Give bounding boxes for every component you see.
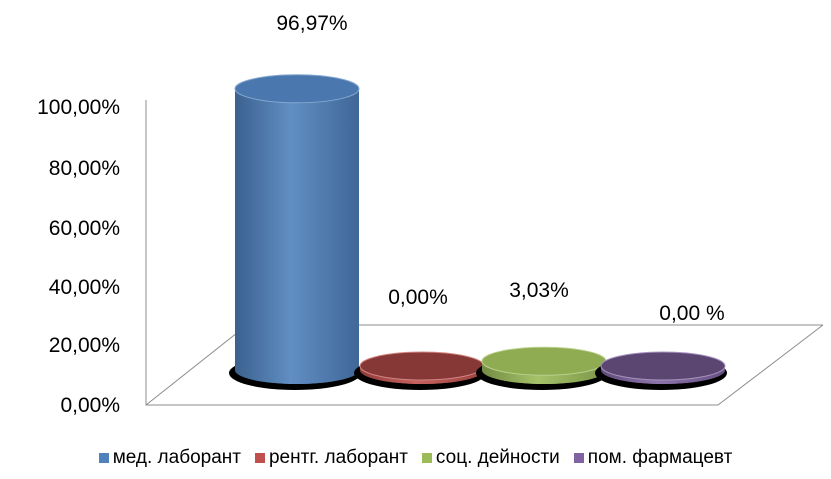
y-tick-label: 80,00% [49,157,120,180]
legend: мед. лаборант рентг. лаборант соц. дейност… [0,445,831,471]
data-label: 3,03% [509,279,569,302]
bar-top [234,74,360,104]
data-labels-group: 96,97% 0,00% 3,03% 0,00 % [276,12,724,325]
data-label: 0,00% [388,286,448,309]
legend-label: пом. фармацевт [587,447,733,468]
y-tick-label: 40,00% [49,276,120,299]
legend-label: мед. лаборант [112,447,241,468]
bars-group [229,74,727,390]
legend-item: соц. дейности [421,447,560,469]
y-tick-label: 100,00% [37,96,120,119]
bar-top [600,351,726,381]
plot-wall-outline [145,100,824,406]
bar-2 [354,351,486,390]
y-axis-group: 0,00% 20,00% 40,00% 60,00% 80,00% 100,00% [37,96,120,417]
y-tick-label: 0,00% [60,394,120,417]
legend-swatch [573,453,584,463]
legend-swatch [421,453,432,463]
legend-swatch [254,453,265,463]
legend-item: пом. фармацевт [573,447,733,469]
bar-body [235,88,359,384]
legend-swatch [98,453,109,463]
y-tick-label: 20,00% [49,334,120,357]
bar-top [481,346,607,376]
legend-label: рентг. лаборант [268,447,408,468]
bar-1 [229,74,361,390]
data-label: 96,97% [276,12,347,35]
y-tick-label: 60,00% [49,217,120,240]
legend-item: мед. лаборант [98,447,241,469]
bar-top [359,351,485,381]
legend-label: соц. дейности [435,447,560,468]
legend-item: рентг. лаборант [254,447,408,469]
bar-3 [476,346,608,390]
data-label: 0,00 % [659,302,724,325]
bar-4 [595,351,727,390]
